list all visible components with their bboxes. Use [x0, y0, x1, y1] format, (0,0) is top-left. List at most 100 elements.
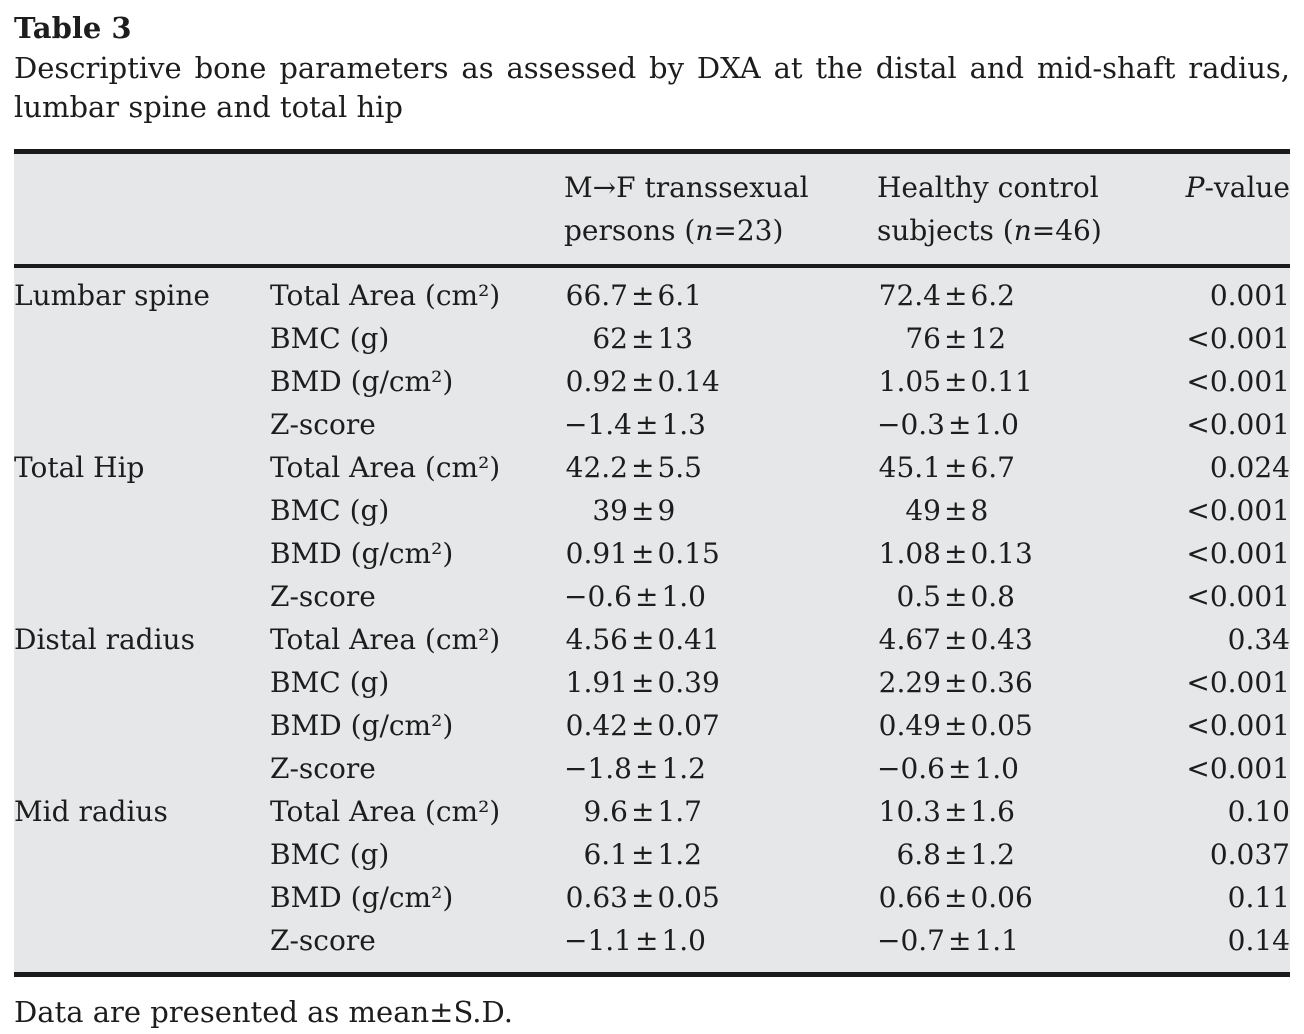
row-parameter-label: Z-score	[270, 752, 376, 785]
value-cell-transsexual: 42.2 ±5.5	[564, 446, 877, 489]
row-group-label	[14, 532, 270, 575]
data-table: M→F transsexual persons (n=23) Healthy co…	[14, 149, 1290, 977]
header-line1: Healthy control	[877, 171, 1099, 204]
p-value-cell: 0.34	[1227, 623, 1290, 656]
p-value-cell: <0.001	[1186, 709, 1290, 742]
p-value-cell: <0.001	[1186, 408, 1290, 441]
value-cell-transsexual: 0.42 ±0.07	[564, 704, 877, 747]
value-cell-transsexual: −1.8 ±1.2	[564, 747, 877, 790]
sd-value: 0.36	[970, 666, 1033, 699]
value-cell-control: 49 ±8	[877, 489, 1173, 532]
row-parameter-label: Total Area (cm²)	[270, 279, 501, 312]
sd-value: 1.2	[657, 838, 702, 871]
value-cell-transsexual: 66.7 ±6.1	[564, 266, 877, 317]
plus-minus-sign: ±	[944, 365, 968, 398]
mean-value: 0.63	[565, 881, 628, 914]
plus-minus-sign: ±	[631, 365, 655, 398]
mean-value: 4.56	[565, 623, 628, 656]
table-row: Lumbar spine Total Area (cm²) 66.7 ±6.1 72.4…	[14, 266, 1290, 317]
sd-value: 0.43	[970, 623, 1033, 656]
mean-value: 39	[592, 494, 628, 527]
row-group-label	[14, 833, 270, 876]
sd-value: 5.5	[657, 451, 702, 484]
p-value-cell: 0.037	[1209, 838, 1290, 871]
column-header-transsexual-group: M→F transsexual persons (n=23)	[564, 151, 877, 268]
p-value-cell: 0.10	[1227, 795, 1290, 828]
plus-minus-sign: ±	[948, 408, 972, 441]
row-group-label	[14, 704, 270, 747]
table-number-title: Table 3	[14, 11, 132, 45]
sd-value: 1.2	[970, 838, 1015, 871]
row-group-label	[14, 919, 270, 975]
mean-value: −0.6	[564, 580, 632, 613]
sd-value: 6.7	[970, 451, 1015, 484]
mean-value: 2.29	[878, 666, 941, 699]
value-cell-control: 1.08 ±0.13	[877, 532, 1173, 575]
sd-value: 1.6	[970, 795, 1015, 828]
mean-value: −1.4	[564, 408, 632, 441]
table-row: Total Hip Total Area (cm²) 42.2 ±5.5 45.1 ±6.…	[14, 446, 1290, 489]
row-parameter-label: BMD (g/cm²)	[270, 881, 454, 914]
value-cell-control: 4.67 ±0.43	[877, 618, 1173, 661]
table-row: BMC (g) 6.1 ±1.2 6.8 ±1.2 0.037	[14, 833, 1290, 876]
table-row: BMC (g) 62 ±13 76 ±12 <0.001	[14, 317, 1290, 360]
sd-value: 1.0	[974, 408, 1019, 441]
plus-minus-sign: ±	[631, 838, 655, 871]
row-group-label	[14, 747, 270, 790]
row-group-label: Total Hip	[14, 451, 145, 484]
sd-value: 0.07	[657, 709, 720, 742]
value-cell-transsexual: 62 ±13	[564, 317, 877, 360]
italic-p: P	[1185, 171, 1205, 204]
table-row: Mid radius Total Area (cm²) 9.6 ±1.7 10.3 ±1.…	[14, 790, 1290, 833]
plus-minus-sign: ±	[635, 752, 659, 785]
sd-value: 0.11	[970, 365, 1033, 398]
p-value-cell: 0.024	[1209, 451, 1290, 484]
mean-value: 49	[905, 494, 941, 527]
mean-value: −0.7	[877, 924, 945, 957]
row-parameter-label: Z-score	[270, 408, 376, 441]
row-parameter-label: Z-score	[270, 580, 376, 613]
header-line2-pre: persons (	[564, 214, 696, 247]
table-row: Z-score −1.1 ±1.0 −0.7 ±1.1 0.14	[14, 919, 1290, 975]
mean-value: 1.91	[565, 666, 628, 699]
row-group-label: Mid radius	[14, 795, 168, 828]
row-group-label	[14, 317, 270, 360]
row-group-label	[14, 876, 270, 919]
value-cell-control: 2.29 ±0.36	[877, 661, 1173, 704]
plus-minus-sign: ±	[631, 494, 655, 527]
table-row: BMC (g) 1.91 ±0.39 2.29 ±0.36 <0.001	[14, 661, 1290, 704]
row-parameter-label: BMC (g)	[270, 838, 390, 871]
plus-minus-sign: ±	[635, 408, 659, 441]
sd-value: 1.0	[974, 752, 1019, 785]
mean-value: 0.91	[565, 537, 628, 570]
row-parameter-label: Total Area (cm²)	[270, 451, 501, 484]
plus-minus-sign: ±	[631, 322, 655, 355]
value-cell-transsexual: 6.1 ±1.2	[564, 833, 877, 876]
value-cell-transsexual: 0.92 ±0.14	[564, 360, 877, 403]
header-line2-pre: subjects (	[877, 214, 1014, 247]
mean-value: 10.3	[878, 795, 941, 828]
sd-value: 0.05	[657, 881, 720, 914]
value-cell-control: −0.7 ±1.1	[877, 919, 1173, 975]
value-cell-control: −0.6 ±1.0	[877, 747, 1173, 790]
table-row: BMD (g/cm²) 0.42 ±0.07 0.49 ±0.05 <0.001	[14, 704, 1290, 747]
plus-minus-sign: ±	[631, 666, 655, 699]
row-parameter-label: BMC (g)	[270, 322, 390, 355]
table-row: BMC (g) 39 ±9 49 ±8 <0.001	[14, 489, 1290, 532]
row-parameter-label: BMC (g)	[270, 494, 390, 527]
mean-value: 76	[905, 322, 941, 355]
p-value-cell: <0.001	[1186, 494, 1290, 527]
sd-value: 9	[657, 494, 676, 527]
p-value-cell: <0.001	[1186, 322, 1290, 355]
value-cell-control: 10.3 ±1.6	[877, 790, 1173, 833]
row-group-label: Lumbar spine	[14, 279, 210, 312]
row-parameter-label: Total Area (cm²)	[270, 623, 501, 656]
sd-value: 1.2	[661, 752, 706, 785]
plus-minus-sign: ±	[944, 580, 968, 613]
value-cell-transsexual: 1.91 ±0.39	[564, 661, 877, 704]
p-value-cell: <0.001	[1186, 752, 1290, 785]
sd-value: 0.06	[970, 881, 1033, 914]
row-group-label	[14, 403, 270, 446]
table-row: Z-score −1.8 ±1.2 −0.6 ±1.0 <0.001	[14, 747, 1290, 790]
